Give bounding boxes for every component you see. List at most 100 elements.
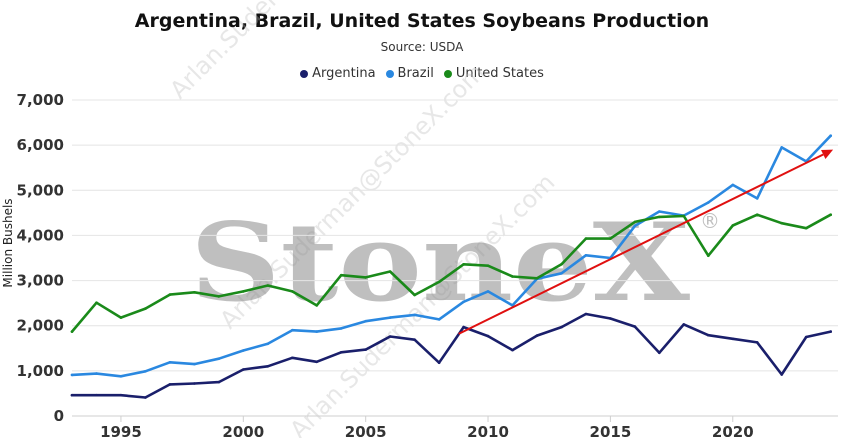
legend-marker-brazil (385, 69, 394, 78)
data-point-argentina-2011 (511, 348, 514, 352)
data-point-argentina-2017 (658, 351, 661, 355)
data-point-brazil-1998 (193, 362, 196, 366)
data-point-argentina-1993 (70, 393, 74, 397)
data-point-united-states-2022 (780, 221, 783, 225)
data-point-united-states-2005 (364, 276, 368, 279)
data-point-argentina-1997 (168, 383, 172, 386)
data-point-brazil-2019 (707, 201, 710, 204)
data-point-brazil-2007 (413, 313, 416, 317)
data-point-argentina-2001 (266, 365, 270, 368)
data-point-united-states-2004 (339, 273, 343, 277)
data-point-argentina-2004 (339, 351, 343, 354)
data-point-united-states-2006 (388, 270, 392, 273)
data-point-argentina-1996 (144, 396, 147, 399)
data-point-united-states-2002 (291, 290, 294, 293)
data-point-argentina-2021 (755, 341, 759, 344)
data-point-argentina-2023 (804, 335, 808, 339)
data-point-brazil-2010 (486, 290, 490, 293)
data-point-brazil-2022 (780, 146, 783, 149)
data-point-brazil-2006 (388, 316, 392, 319)
data-point-brazil-2014 (584, 254, 588, 257)
data-point-brazil-2016 (633, 224, 637, 228)
data-point-brazil-1996 (144, 370, 147, 373)
data-point-argentina-2007 (413, 338, 416, 342)
series-lines (70, 134, 833, 399)
data-point-united-states-2000 (242, 290, 245, 293)
data-point-brazil-2000 (242, 349, 245, 352)
y-tick-label-3000: 3,000 (17, 272, 64, 290)
data-point-brazil-2003 (315, 330, 319, 333)
x-tick-label-1995: 1995 (100, 423, 142, 438)
legend-item-united-states[interactable]: United States (443, 66, 544, 81)
data-point-brazil-1997 (168, 361, 172, 364)
data-point-united-states-2003 (315, 304, 319, 307)
x-tick-label-2015: 2015 (590, 423, 632, 438)
x-tick-label-2005: 2005 (345, 423, 387, 438)
data-point-united-states-2015 (609, 237, 612, 240)
data-point-brazil-2004 (339, 327, 343, 330)
data-point-brazil-2013 (560, 272, 563, 275)
data-point-united-states-1995 (119, 316, 123, 319)
legend-item-brazil[interactable]: Brazil (385, 66, 434, 81)
data-point-united-states-2014 (584, 237, 588, 240)
x-tick-label-2000: 2000 (222, 423, 264, 438)
series-line-argentina (70, 312, 833, 399)
data-point-brazil-1999 (217, 357, 221, 361)
chart-subtitle: Source: USDA (380, 40, 464, 54)
data-point-argentina-2009 (462, 325, 465, 329)
data-point-argentina-1998 (193, 382, 196, 385)
data-point-united-states-2001 (266, 284, 270, 287)
data-point-argentina-2018 (682, 323, 686, 326)
data-point-united-states-2008 (437, 280, 441, 284)
data-point-brazil-2021 (755, 197, 759, 200)
x-tick-label-2010: 2010 (467, 423, 509, 438)
annotations (458, 149, 834, 335)
watermark-diagonal-text-0: Arlan.Suderman@StoneX.com (164, 0, 440, 104)
data-point-argentina-2000 (242, 368, 245, 371)
y-tick-label-5000: 5,000 (17, 181, 64, 199)
data-point-united-states-1994 (95, 301, 98, 305)
legend-label-brazil: Brazil (397, 66, 434, 81)
data-point-argentina-1999 (217, 380, 221, 384)
data-point-brazil-1995 (119, 375, 123, 378)
y-tick-label-0: 0 (54, 407, 64, 425)
data-point-argentina-2022 (780, 373, 783, 376)
data-point-argentina-2008 (437, 361, 441, 365)
legend-item-argentina[interactable]: Argentina (300, 66, 376, 81)
data-point-argentina-2006 (388, 335, 392, 338)
data-point-argentina-1994 (95, 393, 98, 397)
data-point-argentina-2024 (829, 330, 832, 333)
y-axis-label: Million Bushels (1, 198, 15, 287)
series-line-united-states (70, 213, 833, 333)
data-point-united-states-2018 (682, 214, 686, 218)
data-point-united-states-1997 (168, 293, 172, 296)
y-axis-ticks: 0 1,000 2,000 3,000 4,000 5,000 6,000 7,000 (17, 91, 64, 425)
series-line-brazil (70, 134, 833, 378)
data-point-united-states-1996 (144, 307, 147, 310)
data-point-brazil-2008 (437, 318, 441, 321)
data-point-united-states-2011 (511, 275, 514, 278)
data-point-argentina-2012 (535, 334, 539, 337)
data-point-united-states-2023 (804, 226, 808, 230)
grid-lines (72, 99, 838, 417)
data-point-argentina-2019 (707, 333, 710, 337)
legend-label-argentina: Argentina (312, 66, 376, 81)
data-point-argentina-2013 (560, 325, 563, 329)
watermark: Arlan.Suderman@StoneX.comArlan.Suderman@… (164, 0, 720, 438)
data-point-united-states-1993 (70, 330, 74, 333)
data-point-argentina-2002 (291, 356, 294, 360)
data-point-argentina-2003 (315, 360, 319, 364)
watermark-brand: StoneX (190, 200, 690, 326)
x-axis-ticks: 1995 2000 2005 2010 2015 2020 (100, 416, 754, 438)
data-point-brazil-1994 (95, 372, 98, 375)
y-tick-label-2000: 2,000 (17, 317, 64, 335)
data-point-argentina-1995 (119, 393, 123, 397)
y-tick-label-7000: 7,000 (17, 91, 64, 109)
legend-marker-argentina (300, 69, 309, 78)
data-point-argentina-2005 (364, 348, 368, 351)
data-point-brazil-2002 (291, 328, 294, 332)
legend-marker-united-states (443, 69, 452, 78)
watermark-registered-mark: ® (700, 209, 720, 233)
data-point-argentina-2015 (609, 317, 612, 320)
